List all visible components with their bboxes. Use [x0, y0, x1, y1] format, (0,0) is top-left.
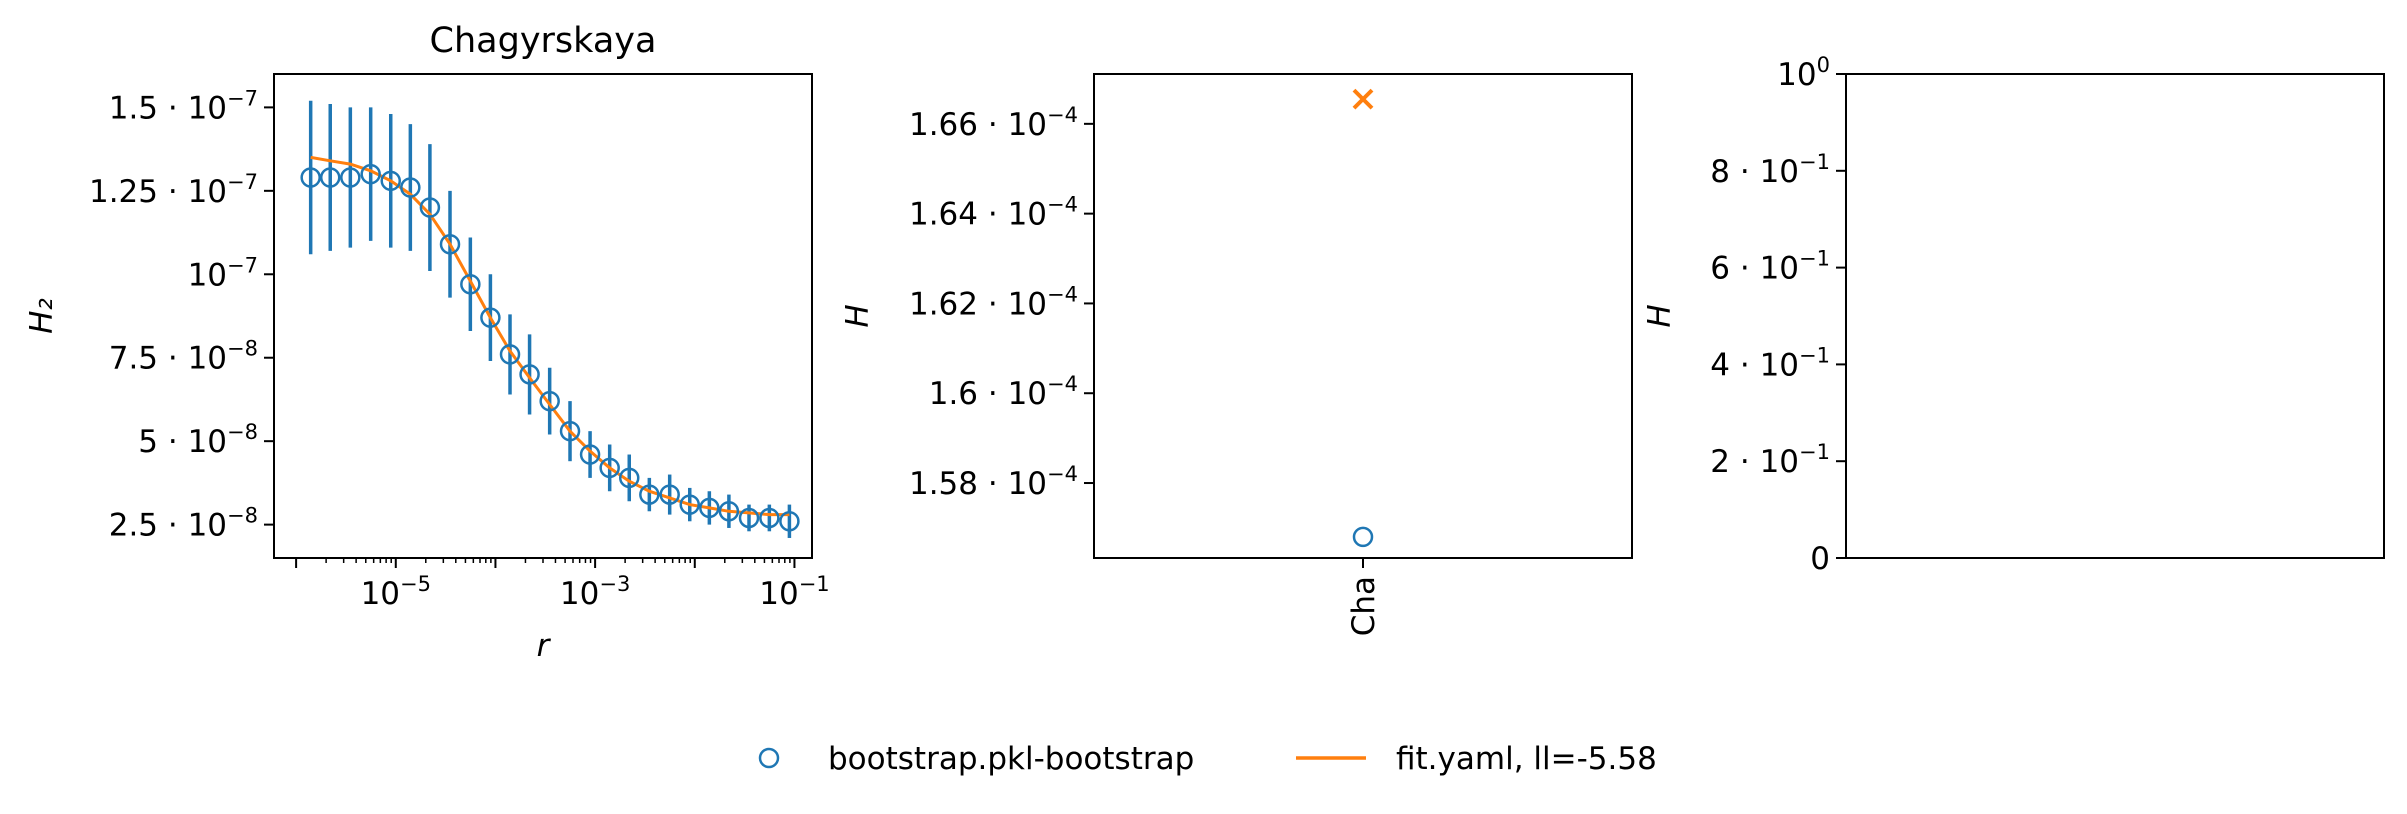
y-tick-label: 0 — [1810, 541, 1830, 577]
chart-title: Chagyrskaya — [430, 21, 657, 61]
y-tick-label: 1.25 · 10−7 — [89, 170, 258, 210]
data-point — [539, 390, 560, 412]
data-point — [759, 507, 780, 529]
data-point — [618, 467, 640, 489]
panel-h-empty: 0 2 · 10−1 4 · 10−1 6 · 10−1 8 · 10−1 100 H — [1642, 53, 2385, 577]
y-axis-label: H — [840, 304, 876, 327]
data-point — [480, 307, 501, 328]
panel-chagyrskaya-h2-vs-r: 10−5 10−3 10−1 2.5 · 10−8 5 · 10−8 7.5 · 10−8… — [24, 21, 830, 664]
fit-point-x-marker — [1352, 88, 1374, 110]
legend-marker-bootstrap — [758, 747, 780, 769]
y-tick-label: 1.6 · 10−4 — [929, 372, 1078, 412]
data-point — [699, 497, 720, 519]
x-axis-label: r — [537, 628, 552, 664]
data-point — [559, 420, 581, 442]
y-tick-label: 6 · 10−1 — [1710, 247, 1830, 287]
y-axis-label: H₂ — [24, 298, 60, 334]
y-tick-label: 2 · 10−1 — [1710, 440, 1830, 480]
data-point — [738, 507, 760, 529]
data-point — [639, 484, 660, 505]
fit-marker-stroke — [1352, 88, 1374, 110]
panel-h-point-estimates: 1.58 · 10−4 1.6 · 10−4 1.62 · 10−4 1.64 · 1… — [840, 73, 1633, 636]
y-tick-label: 2.5 · 10−8 — [109, 504, 258, 544]
data-point — [360, 163, 381, 185]
x-tick-label: 10−3 — [560, 572, 630, 612]
data-point — [319, 167, 341, 188]
data-point — [340, 167, 361, 188]
data-point — [659, 484, 680, 505]
legend: bootstrap.pkl-bootstrap fit.yaml, ll=-5.5… — [758, 741, 1657, 777]
data-point — [519, 364, 540, 385]
data-point — [679, 494, 700, 515]
bootstrap-point — [1352, 526, 1374, 548]
y-tick-label: 5 · 10−8 — [138, 420, 258, 460]
data-point — [718, 501, 740, 522]
plot-frame — [1845, 73, 2385, 559]
data-point — [400, 177, 421, 198]
y-tick-label: 1.5 · 10−7 — [109, 86, 258, 126]
data-point — [439, 233, 461, 255]
y-tick-label: 1.66 · 10−4 — [909, 103, 1078, 143]
y-tick-label: 1.58 · 10−4 — [909, 462, 1078, 502]
data-point — [499, 344, 521, 365]
y-tick-label: 1.64 · 10−4 — [909, 193, 1078, 233]
y-axis-label: H — [1642, 304, 1678, 327]
data-point — [380, 170, 401, 192]
data-point — [460, 274, 481, 295]
legend-label-bootstrap: bootstrap.pkl-bootstrap — [828, 741, 1194, 777]
y-tick-label: 10−7 — [188, 253, 258, 293]
plot-frame — [273, 73, 813, 559]
x-tick-label: 10−1 — [759, 572, 829, 612]
x-tick-label: 10−5 — [361, 572, 431, 612]
data-point — [779, 511, 800, 532]
data-point — [419, 197, 441, 218]
plot-frame — [1093, 73, 1633, 559]
data-point — [579, 444, 601, 465]
y-tick-label: 1.62 · 10−4 — [909, 282, 1078, 322]
y-tick-label: 7.5 · 10−8 — [109, 337, 258, 377]
y-tick-label: 4 · 10−1 — [1710, 343, 1830, 383]
y-tick-label: 8 · 10−1 — [1710, 150, 1830, 190]
legend-label-fit: fit.yaml, ll=-5.58 — [1396, 741, 1657, 777]
data-point — [599, 457, 620, 479]
x-category-label: Cha — [1346, 576, 1382, 636]
data-point — [300, 167, 321, 188]
y-tick-label: 100 — [1777, 53, 1830, 93]
fit-line — [310, 155, 790, 517]
